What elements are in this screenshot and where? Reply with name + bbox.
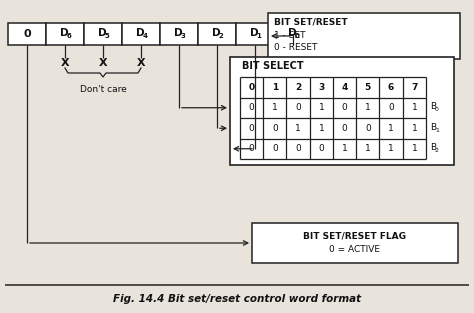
Text: 1: 1 [319, 103, 324, 112]
Text: 7: 7 [411, 83, 418, 92]
Text: 1: 1 [342, 144, 347, 153]
Bar [122, 23, 160, 45]
Text: 0: 0 [295, 144, 301, 153]
Text: 0: 0 [248, 83, 255, 92]
Text: 0: 0 [23, 29, 31, 39]
Text: X: X [99, 58, 107, 68]
Text: 4: 4 [143, 33, 147, 39]
Text: 1: 1 [411, 103, 417, 112]
Text: 1: 1 [272, 103, 278, 112]
Text: Don't care: Don't care [80, 85, 127, 94]
Text: 2: 2 [295, 83, 301, 92]
Text: 5: 5 [365, 83, 371, 92]
Text: B: B [430, 102, 436, 111]
Bar [274, 23, 312, 45]
Text: 1: 1 [435, 128, 439, 133]
Text: 2: 2 [219, 33, 223, 39]
Text: 0: 0 [295, 103, 301, 112]
Text: 0: 0 [272, 144, 278, 153]
Text: D: D [60, 28, 68, 38]
Text: 6: 6 [388, 83, 394, 92]
Text: D: D [98, 28, 106, 38]
Text: BIT SET/RESET: BIT SET/RESET [274, 18, 347, 27]
Text: 3: 3 [318, 83, 325, 92]
Bar [230, 57, 454, 165]
Text: 0: 0 [319, 144, 324, 153]
Text: 2: 2 [435, 148, 439, 153]
Bar [268, 13, 460, 59]
Text: 0: 0 [249, 124, 255, 133]
Text: BIT SELECT: BIT SELECT [242, 61, 304, 71]
Bar [252, 223, 458, 263]
Text: 0 - RESET: 0 - RESET [274, 43, 318, 52]
Text: 0 = ACTIVE: 0 = ACTIVE [329, 245, 381, 254]
Text: 0: 0 [249, 103, 255, 112]
Text: 1 - SET: 1 - SET [274, 30, 306, 39]
Text: 1: 1 [295, 124, 301, 133]
Text: D: D [136, 28, 144, 38]
Bar [236, 23, 274, 45]
Text: 4: 4 [341, 83, 348, 92]
Text: 0: 0 [294, 33, 300, 39]
Text: 1: 1 [272, 83, 278, 92]
Text: BIT SET/RESET FLAG: BIT SET/RESET FLAG [303, 232, 407, 240]
Bar [8, 23, 46, 45]
Text: 1: 1 [388, 124, 394, 133]
Text: X: X [61, 58, 69, 68]
Bar [198, 23, 236, 45]
Text: 3: 3 [181, 33, 185, 39]
Bar [46, 23, 84, 45]
Text: 0: 0 [272, 124, 278, 133]
Text: D: D [212, 28, 220, 38]
Text: 1: 1 [388, 144, 394, 153]
Text: Fig. 14.4 Bit set/reset control word format: Fig. 14.4 Bit set/reset control word for… [113, 294, 361, 304]
Text: 0: 0 [435, 107, 439, 112]
Text: 1: 1 [365, 103, 371, 112]
Text: X: X [137, 58, 146, 68]
Text: D: D [173, 28, 182, 38]
Text: D: D [288, 28, 296, 38]
Text: D: D [250, 28, 258, 38]
Text: 1: 1 [411, 124, 417, 133]
Text: 6: 6 [67, 33, 72, 39]
Bar [84, 23, 122, 45]
Text: 1: 1 [256, 33, 262, 39]
Text: 1: 1 [365, 144, 371, 153]
Bar [160, 23, 198, 45]
Text: 1: 1 [319, 124, 324, 133]
Text: 5: 5 [105, 33, 109, 39]
Text: 0: 0 [388, 103, 394, 112]
Text: 1: 1 [411, 144, 417, 153]
Text: 0: 0 [342, 124, 347, 133]
Text: B: B [430, 123, 436, 132]
Text: 0: 0 [249, 144, 255, 153]
Text: 0: 0 [342, 103, 347, 112]
Text: 0: 0 [365, 124, 371, 133]
Text: B: B [430, 143, 436, 152]
